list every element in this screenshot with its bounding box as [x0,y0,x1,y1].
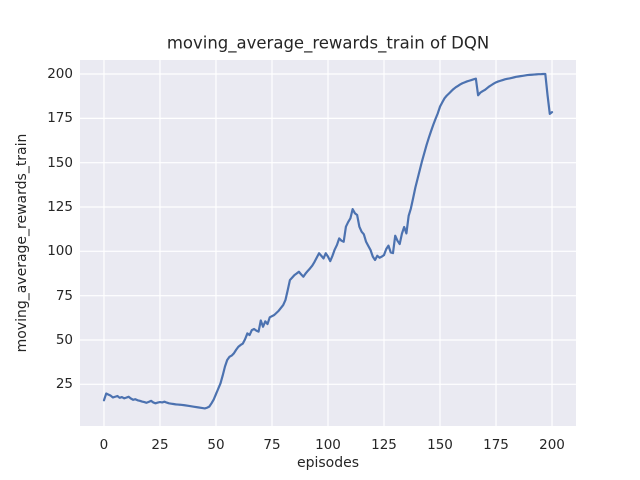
gridlines [80,60,576,426]
x-tick-label: 125 [371,437,397,453]
y-tick-label: 25 [55,376,73,393]
data-line-dqn [102,72,554,410]
x-tick-label: 200 [539,437,565,453]
chart-title: moving_average_rewards_train of DQN [166,33,490,53]
y-tick-label: 175 [47,110,73,127]
x-tick-label: 0 [99,437,109,453]
y-tick-label: 125 [47,199,73,215]
y-tick-label: 200 [47,66,73,82]
y-tick-label: 75 [55,287,73,304]
x-tick-label: 150 [427,437,453,453]
y-tick-label: 100 [47,243,73,260]
y-tick-label: 150 [47,154,73,171]
x-tick-label: 175 [483,437,509,453]
x-tick-label: 100 [315,437,341,453]
x-axis-label: episodes [296,455,360,471]
x-tick-label: 25 [151,437,169,453]
y-tick-label: 50 [55,331,73,348]
x-tick-label: 75 [263,437,281,453]
x-tick-label: 50 [207,437,225,453]
